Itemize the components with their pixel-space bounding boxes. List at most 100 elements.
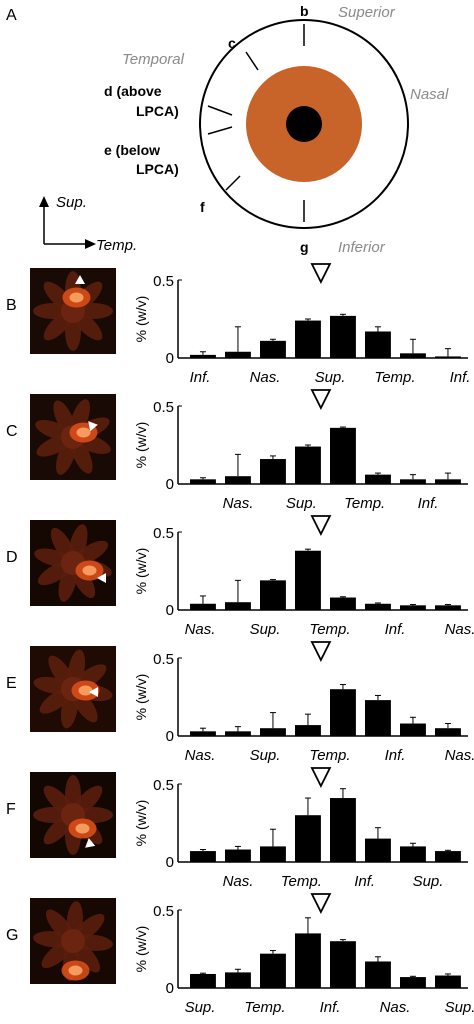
bar — [225, 602, 251, 610]
label-g: g — [300, 239, 309, 255]
bar — [260, 580, 286, 610]
x-tick-label: Sup. — [413, 873, 444, 890]
label-c: c — [228, 35, 236, 51]
fluorescence-photo — [30, 772, 116, 858]
label-d-line2: LPCA) — [136, 103, 179, 119]
bar — [435, 975, 461, 988]
bar — [190, 973, 216, 988]
x-tick-label: Temp. — [374, 369, 415, 386]
x-tick-label: Temp. — [244, 999, 285, 1016]
x-tick-label: Nas. — [185, 747, 216, 764]
bar — [400, 846, 426, 862]
y-axis-label: % (w/v) — [133, 926, 149, 973]
white-arrowhead-marker — [85, 838, 96, 848]
bar — [225, 849, 251, 862]
x-tick-label: Inf. — [190, 369, 211, 386]
white-arrowhead-marker — [97, 573, 106, 583]
bar — [295, 815, 321, 862]
x-tick-label: Sup. — [315, 369, 346, 386]
bar — [190, 731, 216, 736]
label-e-line2: LPCA) — [136, 161, 179, 177]
tick-f — [225, 175, 241, 191]
x-tick-label: Inf. — [354, 873, 375, 890]
bar — [435, 356, 461, 358]
panel-b-label: B — [6, 297, 17, 314]
white-arrowhead-marker — [75, 275, 85, 284]
bar — [365, 961, 391, 988]
label-temporal: Temporal — [122, 51, 185, 68]
pupil — [286, 106, 322, 142]
y-tick-0.5: 0.5 — [153, 399, 174, 416]
y-tick-0: 0 — [166, 980, 174, 997]
x-tick-label: Sup. — [250, 747, 281, 764]
fluorescence-photo — [30, 394, 116, 480]
y-tick-0: 0 — [166, 602, 174, 619]
x-tick-label: Sup. — [445, 999, 474, 1016]
label-inferior: Inferior — [338, 239, 386, 256]
panel-e-label: E — [6, 675, 17, 692]
y-tick-0: 0 — [166, 854, 174, 871]
bar — [260, 459, 286, 484]
x-tick-label: Nas. — [223, 873, 254, 890]
x-tick-label: Nas. — [445, 621, 474, 638]
bar — [400, 353, 426, 358]
y-axis-label: % (w/v) — [133, 674, 149, 721]
x-tick-label: Nas. — [445, 747, 474, 764]
bar — [260, 953, 286, 988]
open-triangle-marker — [310, 263, 332, 285]
y-tick-0.5: 0.5 — [153, 651, 174, 668]
tick-d — [207, 105, 233, 116]
y-axis-label: % (w/v) — [133, 548, 149, 595]
y-tick-0: 0 — [166, 350, 174, 367]
fluorescence-photo — [30, 520, 116, 606]
bar — [365, 331, 391, 358]
bar — [365, 474, 391, 484]
label-axis-sup: Sup. — [56, 194, 87, 211]
label-axis-temp: Temp. — [96, 237, 137, 254]
tick-e — [207, 126, 233, 135]
panel-d: D % (w/v)0.5 0 Nas. Sup. Temp. Inf. Nas. — [6, 515, 474, 638]
bar — [260, 728, 286, 736]
label-d-line1: d (above — [104, 83, 162, 99]
label-superior: Superior — [338, 4, 396, 21]
bar — [435, 728, 461, 736]
bars — [190, 917, 461, 988]
x-tick-label: Temp. — [281, 873, 322, 890]
label-nasal: Nasal — [410, 86, 449, 103]
bar — [190, 354, 216, 358]
open-triangle-marker — [310, 515, 332, 537]
x-tick-label: Sup. — [250, 621, 281, 638]
bar — [260, 340, 286, 358]
flower-petals — [33, 271, 113, 351]
x-tick-label: Inf. — [385, 621, 406, 638]
y-tick-0.5: 0.5 — [153, 903, 174, 920]
bar — [400, 479, 426, 484]
x-tick-label: Nas. — [185, 621, 216, 638]
bar — [190, 603, 216, 610]
x-tick-label: Inf. — [385, 747, 406, 764]
panel-f: F % (w/v)0.5 0 Nas. Temp. Inf. Sup. — [6, 767, 468, 890]
y-tick-0: 0 — [166, 476, 174, 493]
x-tick-label: Inf. — [320, 999, 341, 1016]
label-e-line1: e (below — [104, 142, 160, 158]
bar — [365, 700, 391, 736]
fluorescence-photo — [30, 268, 116, 354]
y-tick-0.5: 0.5 — [153, 777, 174, 794]
panel-g-label: G — [6, 927, 18, 944]
x-tick-label: Inf. — [450, 369, 471, 386]
panel-a-label: A — [6, 7, 17, 24]
bars — [190, 426, 461, 484]
bar — [225, 476, 251, 484]
bar — [190, 851, 216, 862]
bars — [190, 548, 461, 610]
white-arrowhead-marker — [88, 421, 98, 432]
panel-d-label: D — [6, 549, 18, 566]
x-tick-label: Temp. — [309, 747, 350, 764]
bar — [330, 315, 356, 358]
bar — [330, 597, 356, 610]
y-tick-0: 0 — [166, 728, 174, 745]
y-axis-label: % (w/v) — [133, 422, 149, 469]
panel-f-label: F — [6, 801, 16, 818]
tick-c — [245, 51, 259, 71]
x-tick-label: Temp. — [344, 495, 385, 512]
